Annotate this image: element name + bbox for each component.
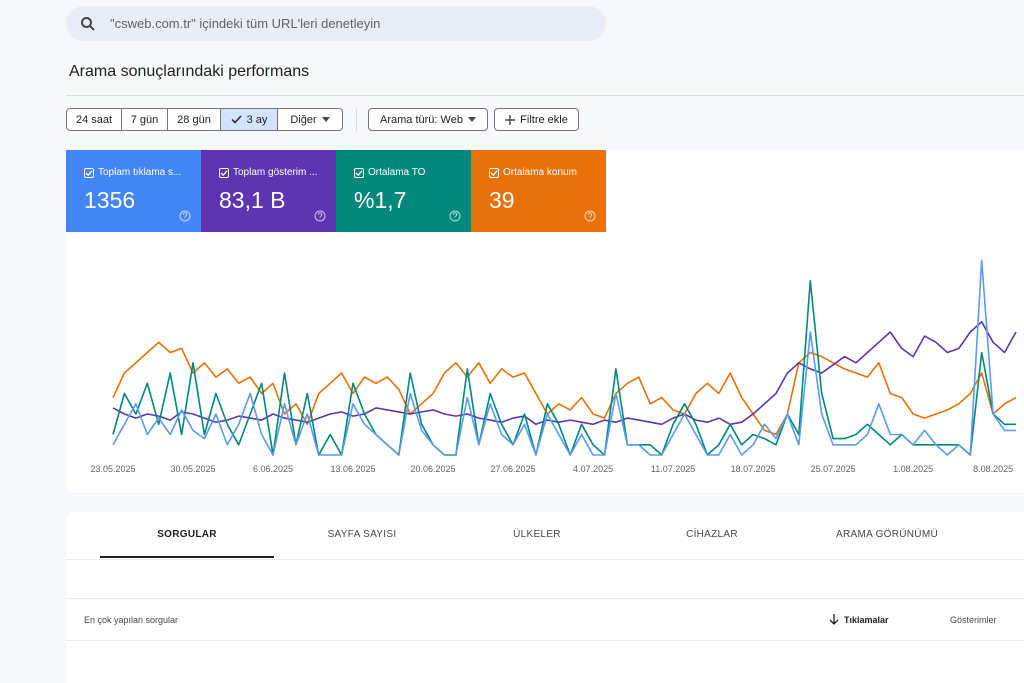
x-tick-label: 25.07.2025 <box>811 464 856 474</box>
sort-arrow <box>829 614 839 625</box>
help-icon <box>449 210 461 222</box>
x-tick-label: 27.06.2025 <box>491 464 536 474</box>
check-icon <box>231 115 242 124</box>
x-tick-label: 6.06.2025 <box>253 464 293 474</box>
tab[interactable]: SORGULAR <box>157 529 217 540</box>
date-button[interactable]: 7 gün <box>122 108 168 131</box>
box <box>489 168 499 178</box>
metric-card[interactable]: Toplam tıklama s... 1356 <box>66 150 201 232</box>
series-line <box>112 320 1017 426</box>
help <box>182 212 188 220</box>
search-placeholder: "csweb.com.tr" içindeki tüm URL'leri den… <box>110 16 381 31</box>
x-tick-label: 11.07.2025 <box>651 464 695 474</box>
x-tick-label: 1.08.2025 <box>893 464 933 474</box>
box <box>219 168 229 178</box>
help <box>449 210 461 222</box>
box <box>84 168 94 178</box>
tab[interactable]: ARAMA GÖRÜNÜMÜ <box>836 529 938 540</box>
checkbox <box>489 168 499 178</box>
help-icon <box>584 210 596 222</box>
divider <box>66 598 1024 599</box>
metric-label: Toplam gösterim ... <box>233 167 318 178</box>
metric-card[interactable]: Ortalama TO %1,7 <box>336 150 471 232</box>
x-tick-label: 13.06.2025 <box>331 464 376 474</box>
dropdown-arrow <box>321 117 330 122</box>
help-icon <box>179 210 191 222</box>
date-button[interactable]: 3 ay <box>221 108 278 131</box>
date-button[interactable]: Diğer <box>278 108 343 131</box>
help <box>179 210 191 222</box>
arrow <box>321 117 330 122</box>
date-label: 3 ay <box>246 113 268 126</box>
series-line <box>112 279 1016 456</box>
check <box>490 170 498 177</box>
performance-chart: 23.05.2025 30.05.2025 6.06.2025 13.06.2025 2… <box>90 259 1017 474</box>
x-tick-label: 18.07.2025 <box>731 464 776 474</box>
table-header: En çok yapılan sorgular <box>84 615 179 625</box>
help <box>452 212 458 220</box>
tab-underline <box>100 556 274 558</box>
metric-label: Toplam tıklama s... <box>98 167 182 178</box>
search-type-button[interactable]: Arama türü: Web <box>368 108 488 131</box>
table-header[interactable]: Tıklamalar <box>844 615 889 625</box>
help-icon <box>314 210 326 222</box>
date-button[interactable]: 28 gün <box>168 108 221 131</box>
x-tick-label: 30.05.2025 <box>170 464 215 474</box>
date-label: 7 gün <box>130 113 159 126</box>
tab[interactable]: CİHAZLAR <box>686 529 738 540</box>
metric-label: Ortalama TO <box>368 167 426 178</box>
divider <box>66 95 1024 96</box>
tabs-panel <box>66 512 1024 683</box>
metric-card[interactable]: Ortalama konum 39 <box>471 150 606 232</box>
metric-value: 1356 <box>84 187 136 213</box>
check <box>85 170 93 177</box>
checkbox <box>84 168 94 178</box>
x-tick-label: 23.05.2025 <box>90 464 135 474</box>
divider <box>66 559 1024 560</box>
add-filter-button[interactable]: Filtre ekle <box>494 108 579 131</box>
tab[interactable]: SAYFA SAYISI <box>327 529 397 540</box>
checkbox <box>354 168 364 178</box>
x-tick-label: 8.08.2025 <box>973 464 1013 474</box>
metric-value: %1,7 <box>354 187 407 213</box>
checkbox <box>219 168 229 178</box>
help <box>587 212 593 220</box>
date-button[interactable]: 24 saat <box>66 108 122 131</box>
metric-value: 39 <box>489 187 515 213</box>
metric-value: 83,1 B <box>219 187 286 213</box>
help <box>314 210 326 222</box>
metric-label: Ortalama konum <box>503 167 577 178</box>
date-label: 24 saat <box>75 113 113 126</box>
x-tick-label: 4.07.2025 <box>573 464 613 474</box>
box <box>354 168 364 178</box>
divider <box>356 108 357 132</box>
table-header[interactable]: Gösterimler <box>950 615 997 625</box>
search-bar[interactable]: "csweb.com.tr" içindeki tüm URL'leri den… <box>66 6 606 41</box>
add-filter-label: Filtre ekle <box>520 113 568 126</box>
metric-card[interactable]: Toplam gösterim ... 83,1 B <box>201 150 336 232</box>
series-line <box>112 259 1016 456</box>
tab[interactable]: ÜLKELER <box>513 529 561 540</box>
check <box>220 170 228 177</box>
date-label: Diğer <box>290 113 317 126</box>
check <box>355 170 363 177</box>
x-tick-label: 20.06.2025 <box>411 464 456 474</box>
search-type-label: Arama türü: Web <box>380 113 463 126</box>
check <box>231 115 242 124</box>
search-icon <box>81 17 95 31</box>
help <box>584 210 596 222</box>
page-title: Arama sonuçlarındaki performans <box>69 63 310 80</box>
date-label: 28 gün <box>177 113 211 126</box>
help <box>317 212 323 220</box>
plus-icon <box>505 114 516 125</box>
dropdown-arrow <box>467 117 476 122</box>
divider <box>66 640 1024 641</box>
